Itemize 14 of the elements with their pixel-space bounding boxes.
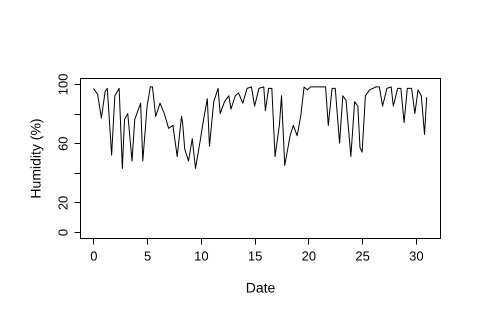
line-series xyxy=(92,86,428,169)
y-tick-label: 20 xyxy=(56,196,70,210)
x-tick-label: 10 xyxy=(194,248,209,264)
x-tick-label: 15 xyxy=(248,248,262,264)
y-tick-label: 0 xyxy=(56,228,70,236)
y-tick-label: 100 xyxy=(56,74,70,96)
y-tick-label: 60 xyxy=(56,136,70,151)
x-tick-label: 25 xyxy=(355,248,370,264)
x-tick-label: 20 xyxy=(302,248,316,264)
y-axis-title: Humidity (%) xyxy=(28,118,44,199)
x-tick-label: 5 xyxy=(144,248,152,264)
x-tick-label: 30 xyxy=(409,248,424,264)
x-axis-title: Date xyxy=(246,280,276,296)
x-tick-label: 0 xyxy=(90,248,98,264)
